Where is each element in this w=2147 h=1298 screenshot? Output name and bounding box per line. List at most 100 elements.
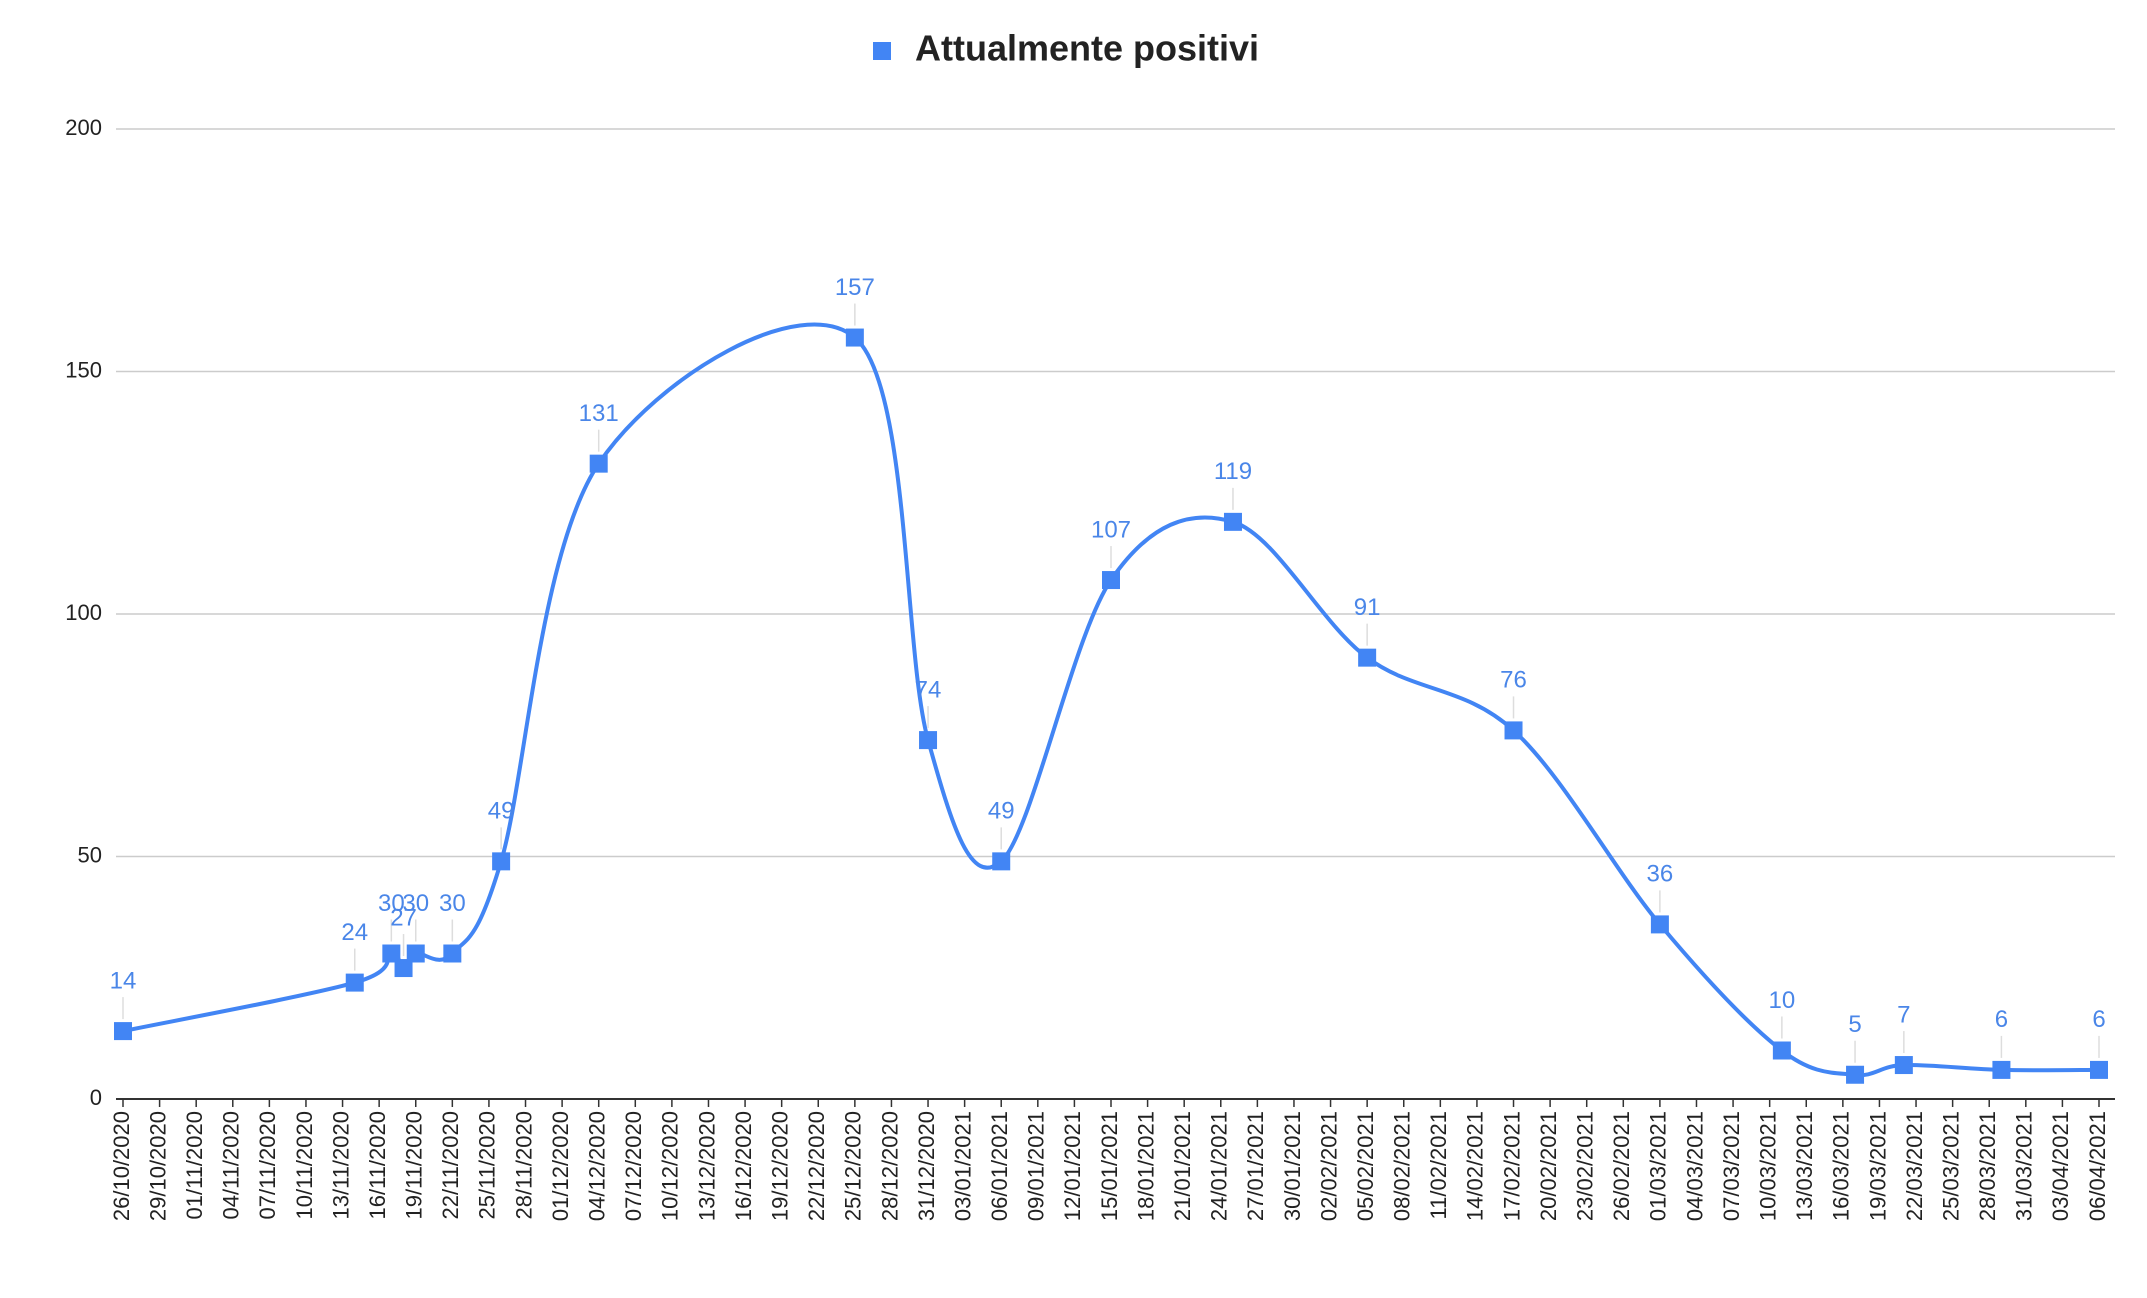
x-tick-label: 01/12/2020 bbox=[548, 1111, 573, 1221]
x-tick-label: 26/02/2021 bbox=[1609, 1111, 1634, 1221]
x-tick-label: 23/02/2021 bbox=[1573, 1111, 1598, 1221]
x-tick-label: 10/12/2020 bbox=[658, 1111, 683, 1221]
point bbox=[114, 1022, 132, 1041]
x-tick-label: 08/02/2021 bbox=[1390, 1111, 1415, 1221]
x-tick-label: 12/01/2021 bbox=[1060, 1111, 1085, 1221]
x-tick-label: 19/11/2020 bbox=[402, 1111, 427, 1219]
point bbox=[1992, 1060, 2011, 1079]
x-tick-label: 16/03/2021 bbox=[1829, 1111, 1854, 1221]
x-tick-label: 13/11/2020 bbox=[328, 1111, 353, 1219]
y-tick-label: 150 bbox=[65, 357, 102, 382]
data-label: 107 bbox=[1091, 516, 1131, 543]
x-tick-label: 07/12/2020 bbox=[621, 1111, 646, 1221]
point bbox=[382, 944, 401, 963]
point bbox=[1358, 648, 1377, 667]
point bbox=[406, 944, 425, 963]
point bbox=[2090, 1060, 2108, 1079]
x-tick-label: 22/03/2021 bbox=[1902, 1111, 1927, 1221]
x-tick-label: 07/11/2020 bbox=[255, 1111, 280, 1219]
x-tick-label: 28/03/2021 bbox=[1975, 1111, 2000, 1221]
point bbox=[919, 731, 938, 750]
x-tick-label: 16/12/2020 bbox=[731, 1111, 756, 1221]
x-tick-label: 31/03/2021 bbox=[2012, 1111, 2037, 1221]
data-label: 157 bbox=[835, 274, 875, 301]
x-tick-label: 04/11/2020 bbox=[219, 1111, 244, 1219]
point bbox=[845, 328, 864, 347]
data-label: 10 bbox=[1769, 987, 1796, 1014]
legend-label: Attualmente positivi bbox=[915, 28, 1259, 69]
y-tick-label: 50 bbox=[78, 842, 102, 867]
x-tick-label: 03/01/2021 bbox=[950, 1111, 975, 1221]
y-tick-label: 200 bbox=[65, 115, 102, 140]
x-tick-label: 27/01/2021 bbox=[1243, 1111, 1268, 1221]
data-label: 49 bbox=[988, 798, 1015, 825]
point bbox=[394, 959, 413, 978]
data-label: 131 bbox=[579, 400, 619, 427]
point bbox=[1650, 915, 1669, 934]
x-tick-label: 06/01/2021 bbox=[987, 1111, 1012, 1221]
data-label: 49 bbox=[488, 798, 515, 825]
x-tick-label: 14/02/2021 bbox=[1463, 1111, 1488, 1221]
x-tick-label: 05/02/2021 bbox=[1353, 1111, 1378, 1221]
x-tick-label: 17/02/2021 bbox=[1499, 1111, 1524, 1221]
x-tick-label: 13/03/2021 bbox=[1792, 1111, 1817, 1221]
x-tick-label: 04/12/2020 bbox=[585, 1111, 610, 1221]
y-tick-label: 100 bbox=[65, 600, 102, 625]
x-tick-label: 30/01/2021 bbox=[1280, 1111, 1305, 1221]
x-tick-label: 28/12/2020 bbox=[877, 1111, 902, 1221]
data-label: 36 bbox=[1647, 861, 1674, 888]
legend-swatch bbox=[873, 42, 891, 60]
x-tick-label: 11/02/2021 bbox=[1426, 1111, 1451, 1219]
point bbox=[589, 454, 608, 473]
data-label: 6 bbox=[2092, 1006, 2105, 1033]
x-tick-label: 31/12/2020 bbox=[914, 1111, 939, 1221]
data-label: 7 bbox=[1897, 1001, 1910, 1028]
point bbox=[1504, 721, 1523, 740]
x-tick-label: 26/10/2020 bbox=[109, 1111, 134, 1221]
point bbox=[1894, 1056, 1913, 1075]
y-tick-label: 0 bbox=[90, 1085, 102, 1110]
data-label: 14 bbox=[110, 967, 137, 994]
point bbox=[1846, 1065, 1865, 1084]
data-label: 24 bbox=[341, 919, 368, 946]
x-tick-label: 01/11/2020 bbox=[182, 1111, 207, 1219]
data-label: 30 bbox=[402, 890, 429, 917]
x-tick-label: 09/01/2021 bbox=[1024, 1111, 1049, 1221]
x-tick-label: 16/11/2020 bbox=[365, 1111, 390, 1219]
x-tick-label: 29/10/2020 bbox=[145, 1111, 170, 1221]
point bbox=[492, 852, 511, 871]
x-tick-label: 25/03/2021 bbox=[1938, 1111, 1963, 1221]
x-tick-label: 24/01/2021 bbox=[1207, 1111, 1232, 1221]
data-label: 91 bbox=[1354, 594, 1381, 621]
data-label: 30 bbox=[378, 890, 405, 917]
data-label: 27 bbox=[390, 904, 417, 931]
x-tick-label: 03/04/2021 bbox=[2048, 1111, 2073, 1221]
data-label: 5 bbox=[1848, 1011, 1861, 1038]
x-tick-label: 15/01/2021 bbox=[1097, 1111, 1122, 1221]
data-label: 30 bbox=[439, 890, 466, 917]
x-tick-label: 04/03/2021 bbox=[1682, 1111, 1707, 1221]
x-tick-label: 01/03/2021 bbox=[1646, 1111, 1671, 1221]
data-label: 76 bbox=[1500, 667, 1527, 694]
data-label: 6 bbox=[1995, 1006, 2008, 1033]
data-label: 119 bbox=[1214, 458, 1252, 485]
x-tick-label: 25/11/2020 bbox=[475, 1111, 500, 1219]
point bbox=[345, 973, 364, 992]
x-tick-label: 22/12/2020 bbox=[804, 1111, 829, 1221]
x-tick-label: 20/02/2021 bbox=[1536, 1111, 1561, 1221]
x-tick-label: 07/03/2021 bbox=[1719, 1111, 1744, 1221]
point bbox=[992, 852, 1011, 871]
point bbox=[443, 944, 462, 963]
x-tick-label: 02/02/2021 bbox=[1316, 1111, 1341, 1221]
series-line bbox=[122, 322, 2100, 1078]
data-label: 74 bbox=[915, 676, 942, 703]
point bbox=[1772, 1041, 1791, 1060]
x-tick-label: 28/11/2020 bbox=[511, 1111, 536, 1219]
x-tick-label: 18/01/2021 bbox=[1133, 1111, 1158, 1221]
x-tick-label: 22/11/2020 bbox=[438, 1111, 463, 1219]
x-tick-label: 10/11/2020 bbox=[292, 1111, 317, 1219]
x-tick-label: 19/12/2020 bbox=[767, 1111, 792, 1221]
x-tick-label: 10/03/2021 bbox=[1755, 1111, 1780, 1221]
